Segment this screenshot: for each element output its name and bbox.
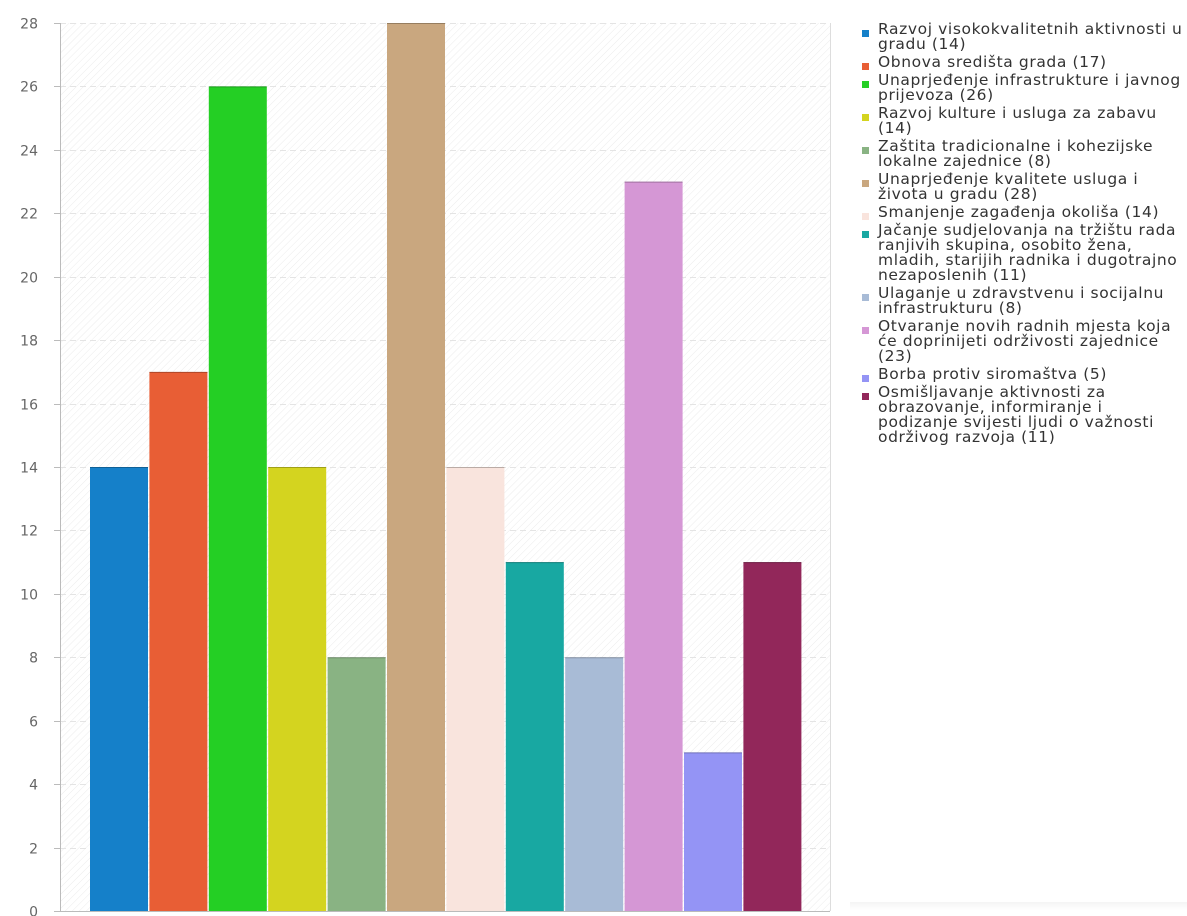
- legend-bottom-shadow: [850, 902, 1187, 910]
- y-tick-label: 2: [29, 842, 38, 858]
- y-tick-label: 10: [20, 588, 38, 604]
- legend-label: Obnova središta grada (17): [878, 53, 1107, 71]
- bar[interactable]: [743, 562, 802, 911]
- y-tick-label: 8: [29, 651, 38, 667]
- y-tick-label: 20: [20, 271, 38, 287]
- legend-label: Unaprjeđenje infrastrukture i javnog pri…: [878, 71, 1181, 104]
- bar[interactable]: [90, 467, 148, 911]
- legend-swatch: [862, 147, 869, 154]
- legend-item[interactable]: Smanjenje zagađenja okoliša (14): [862, 203, 1187, 221]
- bar[interactable]: [684, 752, 742, 911]
- bar[interactable]: [268, 467, 327, 911]
- legend-label: Unaprjeđenje kvalitete usluga i života u…: [878, 170, 1139, 203]
- bar[interactable]: [565, 657, 624, 911]
- bar[interactable]: [327, 657, 386, 911]
- y-tick-label: 6: [29, 715, 38, 731]
- legend-item[interactable]: Razvoj kulture i usluga za zabavu (14): [862, 104, 1187, 137]
- legend-item[interactable]: Zaštita tradicionalne i kohezijske lokal…: [862, 137, 1187, 170]
- legend-swatch: [862, 231, 869, 238]
- legend-label: Smanjenje zagađenja okoliša (14): [878, 203, 1160, 221]
- legend-label: Borba protiv siromaštva (5): [878, 365, 1107, 383]
- y-tick-label: 26: [20, 80, 38, 96]
- legend-item[interactable]: Ulaganje u zdravstvenu i socijalnu infra…: [862, 284, 1187, 317]
- y-tick-label: 12: [20, 524, 38, 540]
- legend-label: Razvoj kulture i usluga za zabavu (14): [878, 104, 1157, 137]
- legend-swatch: [862, 375, 869, 382]
- bar[interactable]: [505, 562, 564, 911]
- legend-swatch: [862, 294, 869, 301]
- legend-label: Razvoj visokokvalitetnih aktivnosti u gr…: [878, 20, 1183, 53]
- legend-item[interactable]: Otvaranje novih radnih mjesta koja će do…: [862, 317, 1187, 365]
- y-tick-label: 0: [29, 905, 38, 916]
- bar[interactable]: [387, 23, 445, 911]
- legend-item[interactable]: Osmišljavanje aktivnosti za obrazovanje,…: [862, 383, 1187, 446]
- legend-swatch: [862, 63, 869, 70]
- legend-item[interactable]: Unaprjeđenje kvalitete usluga i života u…: [862, 170, 1187, 203]
- bars: [90, 23, 802, 912]
- legend-swatch: [862, 30, 869, 37]
- y-tick-label: 18: [20, 334, 38, 350]
- legend-items: Razvoj visokokvalitetnih aktivnosti u gr…: [850, 20, 1187, 446]
- legend-swatch: [862, 81, 869, 88]
- legend-item[interactable]: Razvoj visokokvalitetnih aktivnosti u gr…: [862, 20, 1187, 53]
- legend-label: Osmišljavanje aktivnosti za obrazovanje,…: [878, 383, 1154, 446]
- legend-label: Ulaganje u zdravstvenu i socijalnu infra…: [878, 284, 1165, 317]
- y-tick-label: 24: [20, 144, 38, 160]
- legend-item[interactable]: Jačanje sudjelovanja na tržištu rada ran…: [862, 221, 1187, 284]
- legend-label: Zaštita tradicionalne i kohezijske lokal…: [878, 137, 1154, 170]
- bar[interactable]: [446, 467, 505, 911]
- y-tick-label: 14: [20, 461, 38, 477]
- bar[interactable]: [624, 181, 683, 912]
- y-tick-label: 28: [20, 17, 38, 33]
- legend-item[interactable]: Unaprjeđenje infrastrukture i javnog pri…: [862, 71, 1187, 104]
- legend-item[interactable]: Borba protiv siromaštva (5): [862, 365, 1187, 383]
- legend-swatch: [862, 327, 869, 334]
- bar[interactable]: [149, 371, 208, 911]
- legend-swatch: [862, 180, 869, 187]
- bar[interactable]: [208, 86, 267, 911]
- y-tick-label: 4: [29, 778, 38, 794]
- legend-swatch: [862, 213, 869, 220]
- y-tick-label: 16: [20, 398, 38, 414]
- legend-swatch: [862, 393, 869, 400]
- legend-label: Otvaranje novih radnih mjesta koja će do…: [878, 317, 1172, 365]
- legend: Razvoj visokokvalitetnih aktivnosti u gr…: [850, 20, 1187, 910]
- legend-label: Jačanje sudjelovanja na tržištu rada ran…: [878, 221, 1178, 284]
- y-tick-label: 22: [20, 207, 38, 223]
- legend-swatch: [862, 114, 869, 121]
- legend-item[interactable]: Obnova središta grada (17): [862, 53, 1187, 71]
